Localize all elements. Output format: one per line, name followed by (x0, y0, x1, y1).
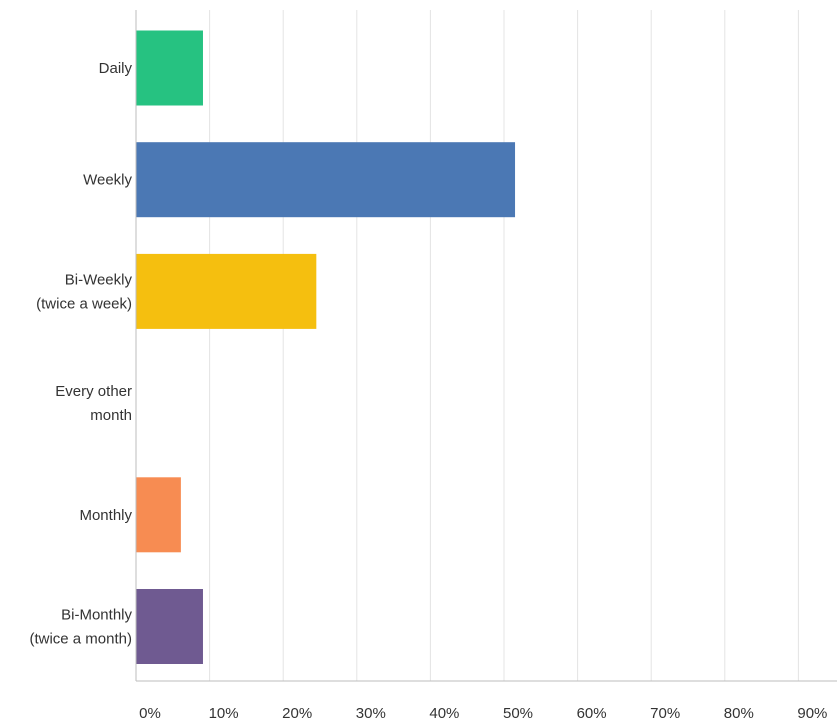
x-tick-label-7: 70% (650, 705, 680, 722)
bars (136, 30, 516, 664)
category-label-2: Bi-Weekly (twice a week) (36, 271, 132, 312)
x-tick-labels: 0%10%20%30%40%50%60%70%80%90%100% (139, 705, 827, 722)
x-tick-label-5: 50% (503, 705, 533, 722)
x-tick-label-9: 90% (797, 705, 827, 722)
x-tick-label-2: 20% (282, 705, 312, 722)
x-tick-label-3: 30% (356, 705, 386, 722)
category-label-3: Every other month (55, 383, 132, 424)
x-tick-label-1: 10% (209, 705, 239, 722)
category-label-4: Monthly (79, 507, 132, 524)
bar-2 (136, 253, 317, 329)
bar-0 (136, 30, 203, 106)
gridlines (209, 10, 799, 681)
category-label-5: Bi-Monthly (twice a month) (29, 607, 132, 648)
x-tick-label-4: 40% (429, 705, 459, 722)
category-label-0: Daily (99, 60, 133, 77)
x-tick-label-6: 60% (577, 705, 607, 722)
x-tick-label-8: 80% (724, 705, 754, 722)
x-tick-label-0: 0% (139, 705, 161, 722)
bar-4 (136, 477, 181, 553)
category-label-1: Weekly (83, 172, 132, 189)
bar-1 (136, 142, 516, 218)
bar-5 (136, 589, 203, 664)
category-labels: Daily Weekly Bi-Weekly (twice a week) Every … (29, 60, 132, 648)
